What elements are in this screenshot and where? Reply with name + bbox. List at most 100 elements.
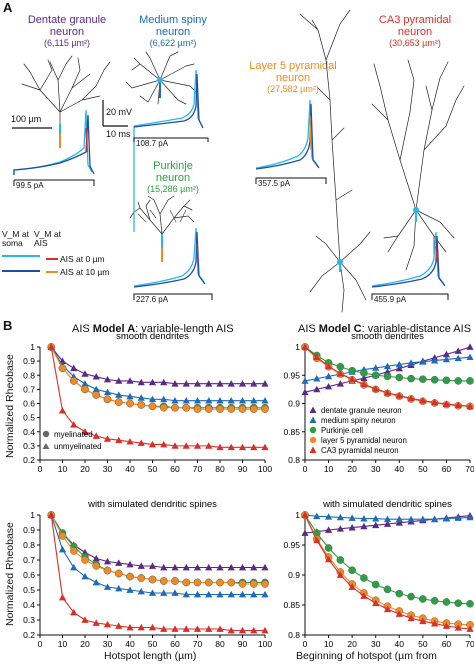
data-point [383, 520, 392, 527]
data-point [58, 593, 67, 601]
series-line [50, 346, 265, 410]
data-point [301, 388, 309, 396]
data-point [182, 578, 191, 587]
neuron-title-purkinje: Purkinje neuron (15,286 µm²) [118, 160, 228, 194]
data-point [114, 569, 123, 578]
trace-purkinje [133, 227, 213, 300]
trace-dentate [13, 109, 95, 186]
data-point [348, 566, 356, 575]
scale-ms-label: 10 ms [106, 129, 131, 139]
data-point [148, 589, 157, 596]
data-point [160, 563, 168, 571]
data-point [137, 574, 146, 582]
data-point [137, 623, 145, 631]
data-point [159, 403, 168, 412]
y-tick-label: 0.8 [23, 540, 35, 550]
data-point [395, 360, 403, 368]
data-point [383, 585, 392, 594]
data-point [148, 402, 157, 411]
data-point [313, 353, 321, 361]
data-point [81, 616, 89, 623]
legend-ais0: AIS at 0 µm [60, 254, 105, 264]
current-label-spiny: 108.7 pA [136, 139, 169, 148]
data-point [419, 375, 427, 384]
data-point [69, 547, 78, 555]
data-point [193, 380, 202, 387]
data-point [313, 375, 321, 382]
data-point [137, 439, 145, 446]
data-point [115, 559, 123, 566]
data-point [70, 608, 78, 616]
data-point [216, 590, 224, 598]
data-point [407, 394, 415, 402]
data-point [383, 362, 392, 370]
x-tick-label: 10 [58, 464, 68, 474]
trace-ca3 [371, 231, 449, 300]
data-point [419, 595, 427, 603]
data-point [348, 524, 356, 531]
model-a-title-post: : variable-length AIS [135, 323, 234, 335]
data-point [81, 572, 89, 580]
neuron-name: CA3 pyramidal neuron [378, 14, 452, 38]
x-tick-label: 80 [215, 639, 225, 649]
y-tick-label: 0.9 [288, 570, 300, 580]
data-point [137, 401, 146, 409]
data-point [261, 563, 269, 571]
data-point [171, 577, 179, 585]
legend-label: medium spiny neuron [321, 416, 396, 425]
data-point [466, 343, 474, 350]
series-line [50, 514, 265, 585]
data-point [160, 378, 168, 386]
scale-bar-label: 100 µm [11, 114, 42, 124]
y-tick-label: 0.2 [23, 455, 35, 465]
legend-marker [309, 426, 317, 434]
data-point [348, 583, 356, 590]
data-point [160, 589, 168, 596]
data-point [466, 377, 474, 385]
data-point [360, 374, 368, 381]
data-point [69, 377, 78, 385]
neuron-name: Layer 5 pyramidal neuron [249, 60, 337, 84]
data-point [103, 620, 112, 628]
data-point [115, 436, 123, 444]
data-point [261, 590, 269, 598]
y-tick-label: 0.9 [288, 399, 300, 409]
data-point [324, 526, 333, 533]
x-tick-label: 100 [258, 639, 272, 649]
data-point [126, 377, 134, 384]
data-point [238, 397, 247, 404]
data-point [336, 513, 344, 521]
y-tick-label: 0.5 [23, 413, 35, 423]
x-tick-label: 30 [103, 464, 113, 474]
x-tick-label: 10 [324, 639, 334, 649]
data-point [115, 391, 123, 398]
data-point [126, 392, 134, 400]
y-tick-label: 1 [295, 342, 300, 352]
data-point [372, 515, 380, 522]
neuron-title-spiny: Medium spiny neuron (6,622 µm²) [118, 14, 228, 48]
data-point [336, 525, 344, 532]
legend-ais10: AIS at 10 µm [60, 267, 110, 277]
data-point [372, 521, 380, 529]
data-point [419, 397, 427, 404]
model-a-title: AIS Model A: variable-length AIS [72, 323, 234, 335]
data-point [419, 358, 427, 365]
ca3-morphology [371, 59, 465, 271]
data-point [324, 555, 333, 563]
x-tick-label: 10 [58, 639, 68, 649]
data-point [383, 605, 392, 613]
x-tick-label: 100 [258, 464, 272, 474]
data-point [115, 622, 123, 629]
data-point [442, 622, 451, 629]
model-c-title-bold: Model C [318, 323, 362, 335]
data-point [419, 515, 427, 523]
layer5-morphology [299, 9, 371, 313]
data-point [227, 397, 235, 404]
y-tick-label: 0.4 [23, 600, 35, 610]
x-tick-label: 70 [193, 639, 203, 649]
data-point [227, 563, 235, 571]
data-point [204, 405, 213, 413]
data-point [454, 377, 463, 385]
y-tick-label: 0.4 [23, 427, 35, 437]
